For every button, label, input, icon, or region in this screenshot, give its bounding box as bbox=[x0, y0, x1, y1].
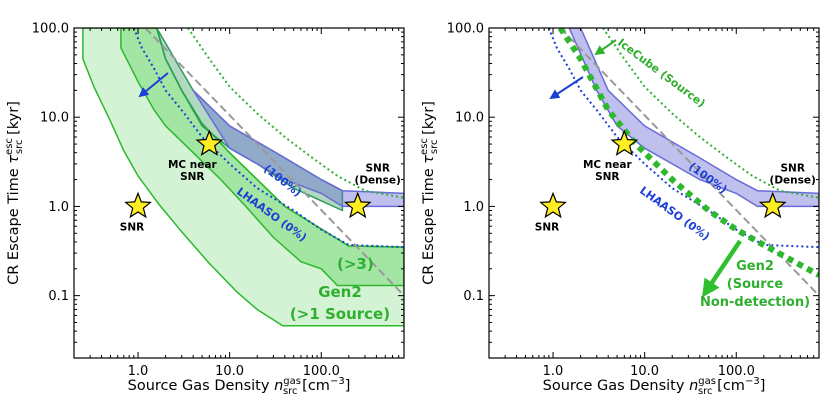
star-marker bbox=[610, 129, 639, 156]
right-panel: IceCube (Source) (100%) LHAASO (0%) Gen2… bbox=[419, 22, 820, 397]
y-tick-label: 100.0 bbox=[447, 22, 484, 37]
right-gen2-arrow bbox=[701, 239, 742, 298]
star-label: (Dense) bbox=[355, 174, 401, 186]
left-lines bbox=[132, 28, 404, 297]
star-marker bbox=[539, 191, 567, 219]
axes-frame bbox=[73, 27, 405, 359]
star-label: SNR bbox=[780, 162, 804, 174]
y-tick-label: 0.1 bbox=[463, 289, 484, 304]
left-panel: (100%) LHAASO (0%) (>3) Gen2 (>1 Source)… bbox=[4, 22, 405, 397]
y-tick-label: 10.0 bbox=[40, 111, 69, 126]
star-marker bbox=[195, 129, 224, 156]
left-blue-arrow bbox=[138, 72, 169, 98]
x-tick-label: 1.0 bbox=[128, 364, 149, 379]
line-icecube-source- bbox=[187, 28, 404, 199]
y-tick-label: 1.0 bbox=[463, 200, 484, 215]
axes-frame bbox=[488, 27, 820, 359]
star-label: MC near bbox=[168, 159, 217, 171]
line-dense-scaling bbox=[144, 28, 404, 297]
star-label: SNR bbox=[595, 171, 619, 183]
star-label: (Dense) bbox=[770, 174, 816, 186]
right-axes: 1.0 10.0 100.0 0.1 1.0 10.0 100.0 bbox=[447, 22, 820, 379]
star-marker bbox=[124, 191, 152, 219]
left-axes: 1.0 10.0 100.0 0.1 1.0 10.0 100.0 bbox=[32, 22, 405, 379]
star-label: SNR bbox=[180, 171, 204, 183]
right-gen2-label: Gen2 bbox=[736, 259, 774, 274]
line-lhaaso-0- bbox=[132, 28, 404, 249]
right-blue-arrow bbox=[549, 76, 584, 100]
left-y-axis-label: CR Escape Time τescsrc [kyr] bbox=[4, 101, 25, 285]
right-gen2-line2-label: (Source bbox=[727, 277, 784, 292]
y-tick-label: 0.1 bbox=[48, 289, 69, 304]
star-label: SNR bbox=[120, 221, 144, 233]
right-green-arrow bbox=[594, 39, 617, 56]
right-lines bbox=[547, 28, 819, 297]
right-gen2-line3-label: Non-detection) bbox=[700, 295, 810, 310]
left-gen2-label: Gen2 bbox=[318, 283, 362, 301]
left-gt3-label: (>3) bbox=[337, 255, 374, 273]
right-lhaaso-label: LHAASO (0%) bbox=[637, 184, 712, 243]
star-label: SNR bbox=[365, 162, 389, 174]
right-x-axis-label: Source Gas Density ngas src [cm−3] bbox=[543, 376, 766, 397]
x-tick-label: 100.0 bbox=[303, 364, 340, 379]
line-dense-scaling bbox=[559, 28, 819, 297]
x-tick-label: 10.0 bbox=[630, 364, 659, 379]
star-label: MC near bbox=[583, 159, 632, 171]
y-tick-label: 10.0 bbox=[455, 111, 484, 126]
star-marker bbox=[343, 191, 372, 219]
right-y-axis-label: CR Escape Time τescsrc [kyr] bbox=[419, 101, 440, 285]
line-icecube-source- bbox=[602, 28, 819, 199]
x-tick-label: 10.0 bbox=[215, 364, 244, 379]
left-x-axis-label: Source Gas Density ngas src [cm−3] bbox=[128, 376, 351, 397]
y-tick-label: 100.0 bbox=[32, 22, 69, 37]
x-tick-label: 1.0 bbox=[543, 364, 564, 379]
star-marker bbox=[758, 191, 787, 219]
y-tick-label: 1.0 bbox=[48, 200, 69, 215]
line-gen2-source-non-detection- bbox=[557, 28, 819, 278]
star-label: SNR bbox=[535, 221, 559, 233]
x-tick-label: 100.0 bbox=[718, 364, 755, 379]
left-gen2-sub-label: (>1 Source) bbox=[290, 305, 390, 323]
